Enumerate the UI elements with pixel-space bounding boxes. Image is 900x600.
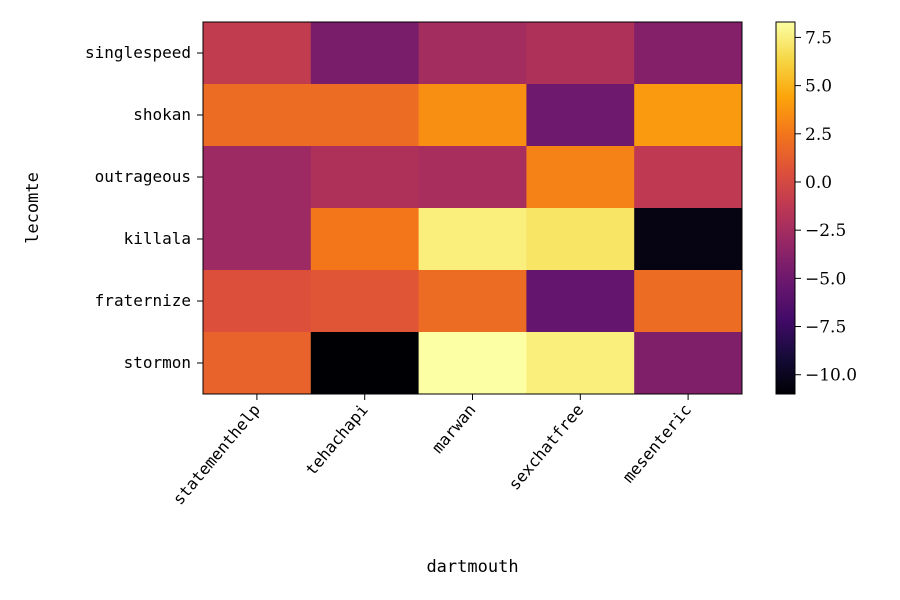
y-tick-label: singlespeed — [85, 43, 191, 62]
heatmap-cell — [310, 146, 420, 209]
heatmap-cell — [418, 22, 527, 85]
colorbar-ticks: 7.5 5.0 2.5 0.0 −2.5 −5.0 −7.5 −10.0 — [795, 28, 857, 386]
heatmap-cell — [634, 22, 743, 85]
heatmap-cell — [203, 332, 312, 395]
heatmap-cell — [418, 332, 527, 395]
heatmap-cell — [526, 332, 635, 395]
y-axis-ticks: singlespeed shokan outrageous killala frater… — [85, 43, 203, 372]
heatmap-cell — [526, 84, 635, 147]
heatmap-cell — [203, 270, 312, 333]
colorbar-tick-label: −7.5 — [805, 318, 846, 338]
heatmap-cell — [418, 146, 527, 209]
heatmap-cell — [526, 270, 635, 333]
y-tick-label: shokan — [133, 105, 191, 124]
colorbar-tick-label: 2.5 — [805, 125, 832, 145]
heatmap-cell — [526, 208, 635, 271]
y-tick-label: stormon — [124, 353, 191, 372]
colorbar-tick-label: −2.5 — [805, 221, 846, 241]
colorbar-tick-label: −5.0 — [805, 269, 846, 289]
x-axis-ticks: statementhelp tehachapi marwan sexchatfree m… — [169, 394, 695, 509]
x-axis-label: dartmouth — [426, 557, 518, 577]
heatmap-cell — [310, 332, 420, 395]
colorbar-tick-label: 0.0 — [805, 173, 832, 193]
heatmap-cell — [634, 84, 743, 147]
colorbar-tick-label: 7.5 — [805, 28, 832, 48]
heatmap-cell — [634, 208, 743, 271]
heatmap-cell — [418, 84, 527, 147]
heatmap-cell — [526, 22, 635, 85]
heatmap-cell — [203, 84, 312, 147]
colorbar-tick-label: 5.0 — [805, 77, 832, 97]
y-tick-label: fraternize — [95, 291, 191, 310]
x-tick-label: statementhelp — [169, 400, 264, 508]
heatmap-cell — [526, 146, 635, 209]
heatmap-cell — [310, 22, 420, 85]
heatmap-cell — [310, 270, 420, 333]
heatmap-cell — [203, 146, 312, 209]
x-tick-label: marwan — [428, 400, 480, 456]
y-tick-label: outrageous — [95, 167, 191, 186]
heatmap-cells — [203, 22, 743, 395]
x-tick-label: tehachapi — [301, 400, 371, 479]
heatmap-cell — [634, 332, 743, 395]
heatmap-cell — [418, 208, 527, 271]
heatmap-cell — [310, 84, 420, 147]
heatmap-cell — [310, 208, 420, 271]
heatmap-cell — [418, 270, 527, 333]
heatmap-cell — [634, 146, 743, 209]
heatmap-cell — [203, 22, 312, 85]
x-tick-label: sexchatfree — [505, 400, 588, 493]
y-tick-label: killala — [124, 229, 191, 248]
colorbar — [775, 21, 796, 395]
x-tick-label: mesenteric — [619, 400, 695, 486]
y-axis-label: lecomte — [23, 172, 43, 244]
colorbar-tick-label: −10.0 — [805, 366, 857, 386]
heatmap-cell — [203, 208, 312, 271]
heatmap-cell — [634, 270, 743, 333]
